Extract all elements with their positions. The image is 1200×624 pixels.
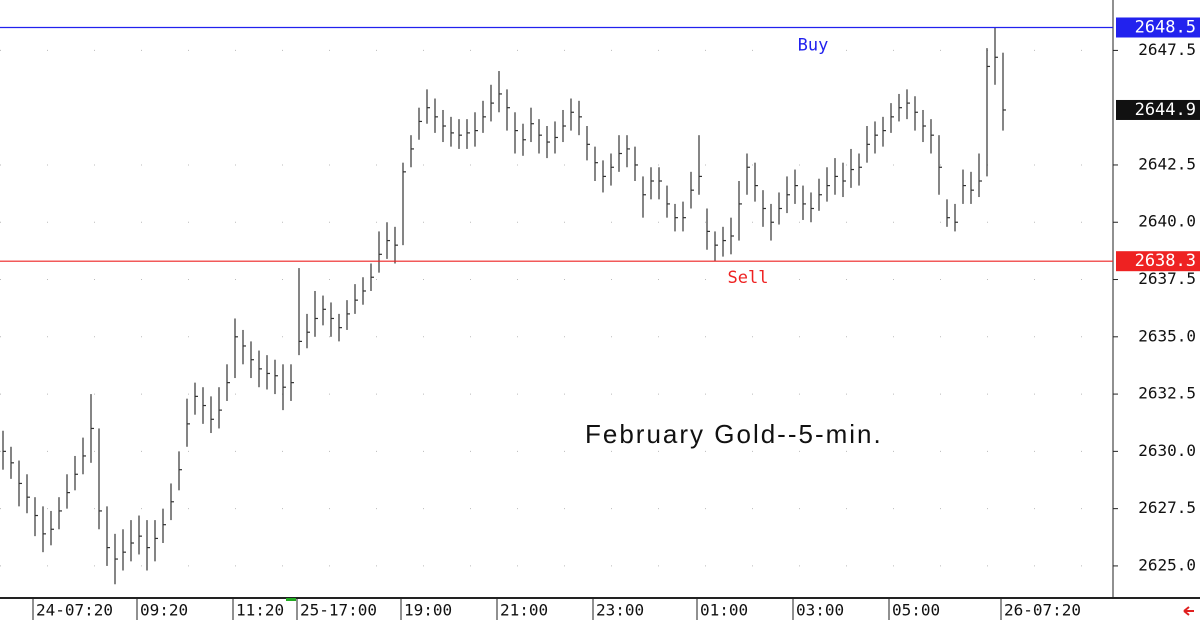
level-value: 2648.5: [1135, 17, 1196, 37]
last-price-box: [1116, 99, 1200, 120]
scroll-arrow[interactable]: [1183, 606, 1194, 616]
x-tick-label: 24-07:20: [36, 601, 113, 620]
x-tick-label: 25-17:00: [300, 601, 377, 620]
level-name: Sell: [728, 268, 769, 288]
y-tick-label: 2640.0: [1138, 212, 1196, 231]
x-tick-label: 23:00: [596, 601, 644, 620]
last-price: 2644.9: [1135, 100, 1196, 120]
x-tick-label: 01:00: [700, 601, 748, 620]
x-tick-label: 26-07:20: [1004, 601, 1081, 620]
level-box: [1116, 251, 1200, 272]
chart-title: February Gold--5-min.: [585, 419, 883, 449]
y-tick-label: 2635.0: [1138, 326, 1196, 345]
x-tick-label: 11:20: [236, 601, 284, 620]
y-tick-label: 2625.0: [1138, 555, 1196, 574]
y-tick-label: 2637.5: [1138, 269, 1196, 288]
level-box: [1116, 17, 1200, 38]
y-tick-label: 2632.5: [1138, 384, 1196, 403]
level-name: Buy: [798, 35, 829, 55]
level-value: 2638.3: [1135, 251, 1196, 271]
x-tick-label: 21:00: [500, 601, 548, 620]
session-marker: [286, 598, 296, 601]
y-tick-label: 2647.5: [1138, 40, 1196, 59]
x-tick-label: 05:00: [892, 601, 940, 620]
y-tick-label: 2627.5: [1138, 498, 1196, 517]
x-tick-label: 09:20: [140, 601, 188, 620]
y-tick-label: 2642.5: [1138, 154, 1196, 173]
x-tick-label: 19:00: [404, 601, 452, 620]
y-tick-label: 2630.0: [1138, 441, 1196, 460]
x-tick-label: 03:00: [796, 601, 844, 620]
